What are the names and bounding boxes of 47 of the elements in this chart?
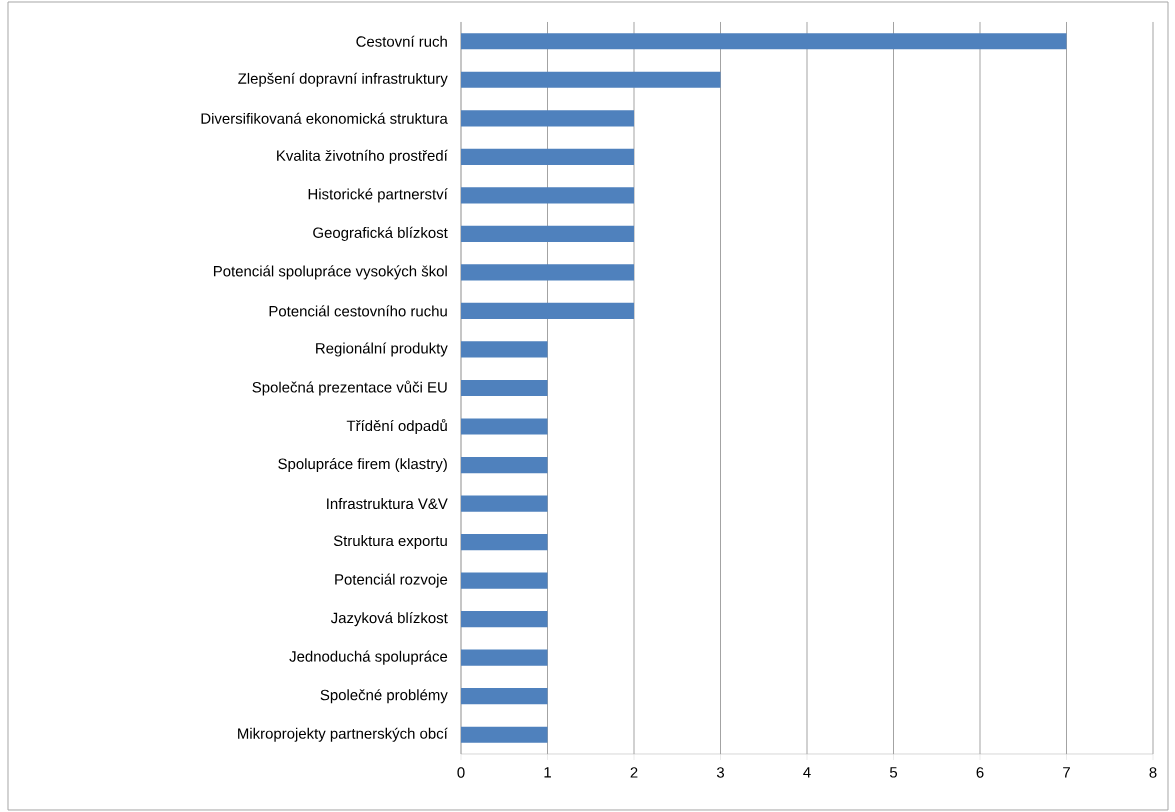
x-tick-label: 4 <box>803 767 811 778</box>
y-tick-label: Společné problémy <box>320 689 448 704</box>
bar <box>461 572 548 589</box>
bar <box>461 726 548 743</box>
y-tick-label: Potenciál spolupráce vysokých škol <box>213 265 447 280</box>
bar <box>461 187 635 204</box>
x-tick-label: 3 <box>716 767 725 778</box>
bar <box>461 148 635 165</box>
bar <box>461 649 548 666</box>
bar <box>461 688 548 705</box>
y-tick-label: Potenciál cestovního ruchu <box>269 305 447 317</box>
x-tick-label: 5 <box>889 767 898 778</box>
y-tick-label: Spolupráce firem (klastry) <box>278 457 447 473</box>
x-tick-label: 1 <box>544 767 551 778</box>
bar <box>461 341 548 358</box>
bar <box>461 534 548 551</box>
y-tick-label: Geografická blízkost <box>313 226 448 241</box>
y-tick-label: Zlepšení dopravní infrastruktury <box>238 72 448 87</box>
bar <box>461 264 635 281</box>
y-tick-label: Kvalita životního prostředí <box>277 149 448 164</box>
y-tick-label: Třídění odpadů <box>346 418 447 435</box>
y-tick-label: Společná prezentace vůči EU <box>252 380 447 396</box>
y-tick-label: Historické partnerství <box>308 188 448 203</box>
x-tick-label: 2 <box>630 767 638 778</box>
bar <box>461 379 548 397</box>
bar <box>461 418 548 435</box>
x-tick-label: 0 <box>457 767 465 778</box>
x-tick-label: 8 <box>1149 767 1157 778</box>
y-tick-label: Regionální produkty <box>316 342 448 357</box>
bar <box>461 225 635 242</box>
bar <box>461 611 548 628</box>
x-tick-label: 6 <box>976 767 984 778</box>
y-tick-label: Jednoduchá spolupráce <box>289 650 448 665</box>
y-tick-label: Cestovní ruch <box>356 35 447 47</box>
y-tick-label: Infrastruktura V&V <box>327 498 448 510</box>
y-tick-label: Potenciál rozvoje <box>335 573 448 588</box>
bar <box>461 456 548 474</box>
bar <box>461 110 635 127</box>
y-tick-label: Struktura exportu <box>333 535 447 550</box>
y-tick-label: Jazyková blízkost <box>330 612 448 627</box>
y-tick-label: Diversifikovaná ekonomická struktura <box>201 112 448 124</box>
bar <box>461 302 635 320</box>
bar <box>461 33 1067 50</box>
y-tick-label: Mikroprojekty partnerských obcí <box>238 727 448 742</box>
bar <box>461 71 721 88</box>
bar <box>461 495 548 512</box>
x-tick-label: 7 <box>1063 767 1070 778</box>
